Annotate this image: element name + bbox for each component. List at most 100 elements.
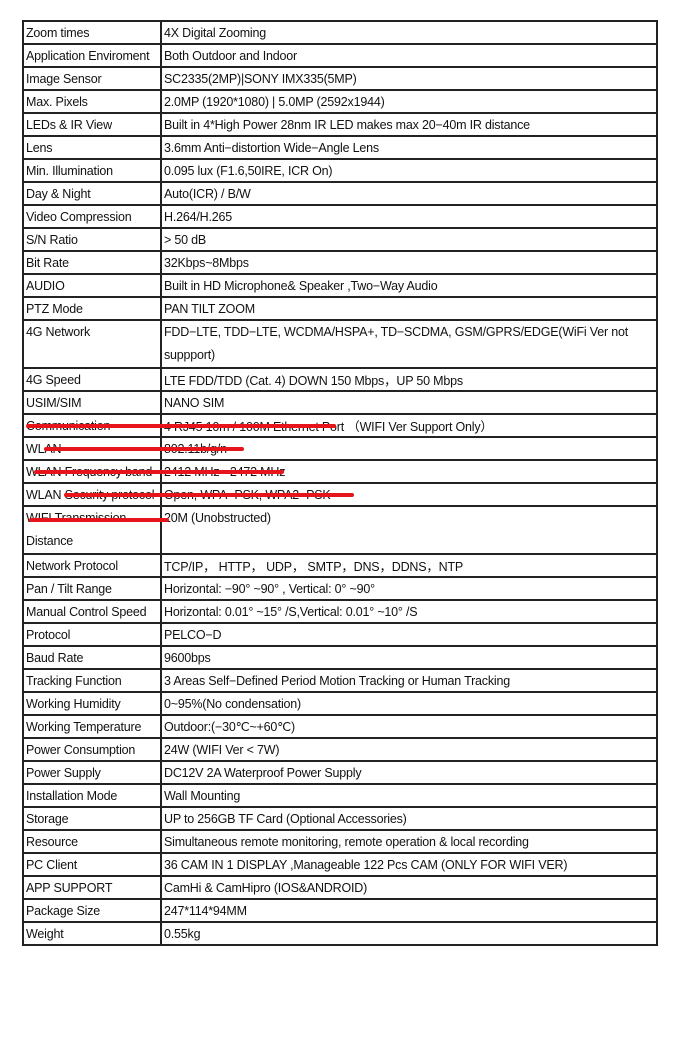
spec-value: 9600bps [160,645,658,670]
spec-label: S/N Ratio [22,227,162,252]
table-row: Zoom times 4X Digital Zooming [22,20,658,45]
spec-label: Video Compression [22,204,162,229]
table-row: APP SUPPORT CamHi & CamHipro (IOS&ANDROID… [22,875,658,900]
spec-label: Max. Pixels [22,89,162,114]
strikethrough-mark [44,446,244,451]
spec-label: LEDs & IR View [22,112,162,137]
table-row: Network Protocol TCP/IP， HTTP， UDP， SMTP，… [22,553,658,578]
spec-label: Weight [22,921,162,946]
spec-value: UP to 256GB TF Card (Optional Accessorie… [160,806,658,831]
spec-value: TCP/IP， HTTP， UDP， SMTP，DNS，DDNS，NTP [160,553,658,578]
table-row: PC Client 36 CAM IN 1 DISPLAY ,Manageable… [22,852,658,877]
spec-value: FDD−LTE, TDD−LTE, WCDMA/HSPA+, TD−SCDMA,… [160,319,658,369]
table-row: WLAN802.11b/g/n [22,436,658,461]
spec-value: 0~95%(No condensation) [160,691,658,716]
table-row: LEDs & IR View Built in 4*High Power 28nm… [22,112,658,137]
spec-value: 36 CAM IN 1 DISPLAY ,Manageable 122 Pcs … [160,852,658,877]
table-row: PTZ Mode PAN TILT ZOOM [22,296,658,321]
spec-value: DC12V 2A Waterproof Power Supply [160,760,658,785]
table-row: Image Sensor SC2335(2MP)|SONY IMX335(5MP) [22,66,658,91]
table-row: Video Compression H.264/H.265 [22,204,658,229]
table-row: Baud Rate 9600bps [22,645,658,670]
spec-value: LTE FDD/TDD (Cat. 4) DOWN 150 Mbps，UP 50… [160,367,658,392]
table-row: Power Consumption 24W (WIFI Ver < 7W) [22,737,658,762]
table-row: WLAN Frequency band2412 MHz - 2472 MHz [22,459,658,484]
table-row: WLAN Security protocolOpen, WPA−PSK, WPA… [22,482,658,507]
strikethrough-mark [64,492,354,497]
table-row: 4G Speed LTE FDD/TDD (Cat. 4) DOWN 150 Mb… [22,367,658,392]
spec-value: 20M (Unobstructed) [160,505,658,555]
spec-label: WIFI Transmission Distance [22,505,169,555]
spec-value: PELCO−D [160,622,658,647]
spec-label: WLAN Security protocol [22,482,354,507]
spec-value: Built in 4*High Power 28nm IR LED makes … [160,112,658,137]
spec-label: Power Supply [22,760,162,785]
spec-label: APP SUPPORT [22,875,162,900]
spec-label: AUDIO [22,273,162,298]
table-row: Protocol PELCO−D [22,622,658,647]
spec-label: PC Client [22,852,162,877]
spec-value: 3 Areas Self−Defined Period Motion Track… [160,668,658,693]
spec-label: Lens [22,135,162,160]
spec-label: Working Temperature [22,714,162,739]
table-row: Storage UP to 256GB TF Card (Optional Acc… [22,806,658,831]
strikethrough-mark [26,423,336,428]
spec-label: 4G Speed [22,367,162,392]
table-row: S/N Ratio > 50 dB [22,227,658,252]
spec-label: WLAN [22,436,244,461]
spec-value: PAN TILT ZOOM [160,296,658,321]
spec-label: Image Sensor [22,66,162,91]
spec-value: 247*114*94MM [160,898,658,923]
spec-label: Protocol [22,622,162,647]
strikethrough-mark [29,518,169,522]
table-row: Day & Night Auto(ICR) / B/W [22,181,658,206]
spec-value: NANO SIM [160,390,658,415]
table-row: Working Humidity 0~95%(No condensation) [22,691,658,716]
table-row: AUDIO Built in HD Microphone& Speaker ,Tw… [22,273,658,298]
spec-value: Built in HD Microphone& Speaker ,Two−Way… [160,273,658,298]
spec-label: USIM/SIM [22,390,162,415]
spec-value: Horizontal: 0.01° ~15° /S,Vertical: 0.01… [160,599,658,624]
table-row: Manual Control Speed Horizontal: 0.01° ~1… [22,599,658,624]
table-row: Working Temperature Outdoor:(−30℃~+60℃) [22,714,658,739]
spec-label: Network Protocol [22,553,162,578]
spec-label: Resource [22,829,162,854]
strikethrough-mark [34,469,284,474]
spec-value: H.264/H.265 [160,204,658,229]
spec-label: Baud Rate [22,645,162,670]
table-row: Weight 0.55kg [22,921,658,946]
spec-value: 0.095 lux (F1.6,50IRE, ICR On) [160,158,658,183]
table-row: Communication4 RJ45 10m / 100M Ethernet … [22,413,658,438]
spec-value: 2.0MP (1920*1080) | 5.0MP (2592x1944) [160,89,658,114]
spec-label: Working Humidity [22,691,162,716]
spec-label: Installation Mode [22,783,162,808]
table-row: Package Size 247*114*94MM [22,898,658,923]
spec-value: Wall Mounting [160,783,658,808]
spec-label: 4G Network [22,319,162,369]
spec-label: Tracking Function [22,668,162,693]
table-row: USIM/SIM NANO SIM [22,390,658,415]
spec-label: Min. Illumination [22,158,162,183]
spec-value: Horizontal: −90° ~90° , Vertical: 0° ~90… [160,576,658,601]
spec-value: Both Outdoor and Indoor [160,43,658,68]
spec-label: Bit Rate [22,250,162,275]
spec-value: SC2335(2MP)|SONY IMX335(5MP) [160,66,658,91]
table-row: Application Enviroment Both Outdoor and I… [22,43,658,68]
spec-value: > 50 dB [160,227,658,252]
spec-value: Simultaneous remote monitoring, remote o… [160,829,658,854]
spec-value: 24W (WIFI Ver < 7W) [160,737,658,762]
spec-value: 4X Digital Zooming [160,20,658,45]
spec-label: Zoom times [22,20,162,45]
spec-value: 0.55kg [160,921,658,946]
spec-label: PTZ Mode [22,296,162,321]
spec-label: Power Consumption [22,737,162,762]
spec-value: Outdoor:(−30℃~+60℃) [160,714,658,739]
table-row: Installation Mode Wall Mounting [22,783,658,808]
table-row: Max. Pixels 2.0MP (1920*1080) | 5.0MP (25… [22,89,658,114]
spec-label: Day & Night [22,181,162,206]
table-row: Resource Simultaneous remote monitoring, … [22,829,658,854]
table-row: Min. Illumination 0.095 lux (F1.6,50IRE, … [22,158,658,183]
table-row: Lens 3.6mm Anti−distortion Wide−Angle Len… [22,135,658,160]
spec-label: Manual Control Speed [22,599,162,624]
